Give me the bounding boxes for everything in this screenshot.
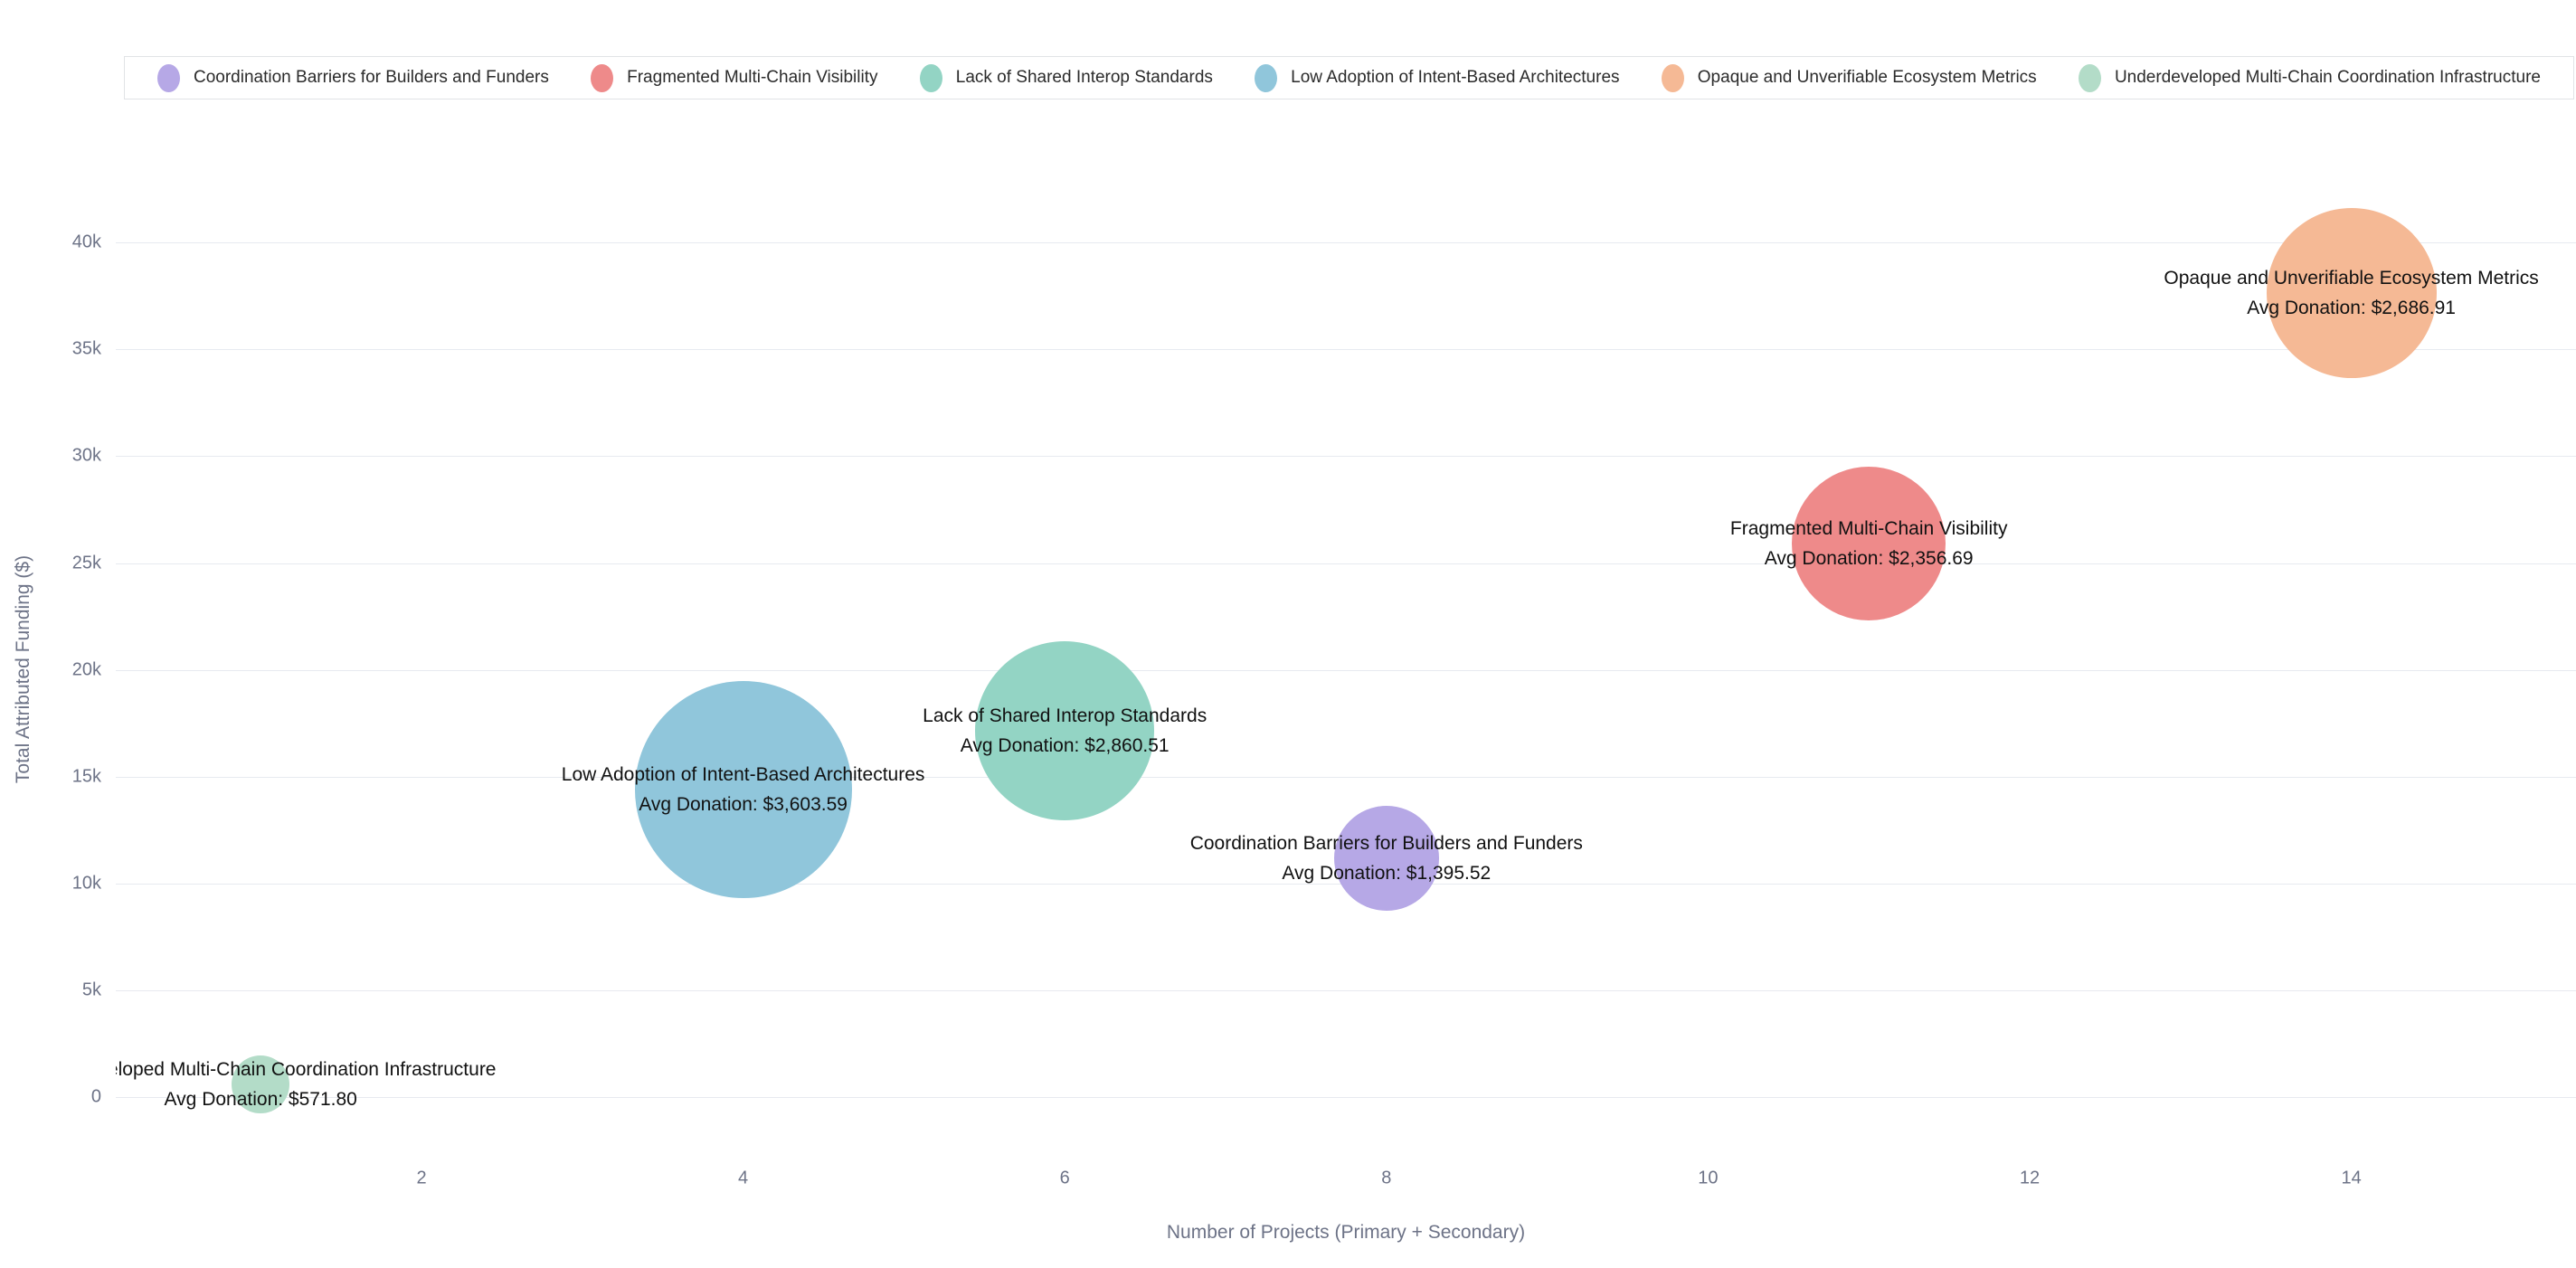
- bubble-label: Lack of Shared Interop Standards Avg Dona…: [923, 701, 1207, 761]
- bubble-label: Low Adoption of Intent-Based Architectur…: [562, 760, 925, 819]
- bubble-label-title: Underdeveloped Multi-Chain Coordination …: [116, 1059, 497, 1081]
- legend-item-label: Low Adoption of Intent-Based Architectur…: [1291, 68, 1620, 87]
- x-tick-label: 14: [2341, 1168, 2362, 1188]
- bubble-label-title: Lack of Shared Interop Standards: [923, 705, 1208, 726]
- bubble[interactable]: [232, 1055, 290, 1114]
- legend-swatch-icon: [1661, 63, 1684, 92]
- gridline: [116, 563, 2576, 564]
- x-tick-label: 8: [1381, 1168, 1392, 1188]
- legend-item[interactable]: Fragmented Multi-Chain Visibility: [591, 63, 878, 92]
- bubble[interactable]: [1333, 806, 1439, 912]
- legend-swatch-icon: [1255, 63, 1278, 92]
- bubble-label-avg-donation: Avg Donation: $2,860.51: [960, 734, 1170, 756]
- bubble-label-title: Low Adoption of Intent-Based Architectur…: [561, 763, 925, 785]
- gridline: [116, 242, 2576, 244]
- y-tick-label: 30k: [71, 445, 101, 466]
- y-tick-label: 10k: [71, 873, 101, 894]
- bubble-label-avg-donation: Avg Donation: $3,603.59: [639, 793, 848, 815]
- bubble-label: Fragmented Multi-Chain Visibility Avg Don…: [1730, 514, 2008, 573]
- bubble-label-avg-donation: Avg Donation: $1,395.52: [1282, 863, 1492, 885]
- legend-item[interactable]: Low Adoption of Intent-Based Architectur…: [1255, 63, 1620, 92]
- bubble-label: Underdeveloped Multi-Chain Coordination …: [116, 1055, 497, 1114]
- gridline: [116, 1097, 2576, 1098]
- bubble-label-title: Fragmented Multi-Chain Visibility: [1729, 517, 2008, 539]
- legend-swatch-icon: [919, 63, 942, 92]
- legend-item[interactable]: Lack of Shared Interop Standards: [919, 63, 1213, 92]
- bubble-label-avg-donation: Avg Donation: $2,356.69: [1764, 547, 1974, 569]
- y-tick-label: 0: [90, 1086, 101, 1107]
- chart-legend: Coordination Barriers for Builders and F…: [124, 56, 2574, 99]
- bubble-label: Opaque and Unverifiable Ecosystem Metric…: [2164, 263, 2538, 323]
- y-tick-label: 35k: [71, 338, 101, 359]
- x-tick-label: 10: [1698, 1168, 1719, 1188]
- bubble-label: Coordination Barriers for Builders and F…: [1190, 828, 1583, 888]
- legend-item-label: Opaque and Unverifiable Ecosystem Metric…: [1697, 68, 2037, 87]
- bubble[interactable]: [975, 640, 1155, 820]
- gridline: [116, 349, 2576, 351]
- y-tick-label: 25k: [71, 553, 101, 572]
- bubble-label-title: Coordination Barriers for Builders and F…: [1189, 833, 1583, 855]
- legend-swatch-icon: [2078, 63, 2101, 92]
- legend-swatch-icon: [157, 63, 180, 92]
- y-tick-label: 20k: [71, 659, 101, 680]
- legend-item-label: Fragmented Multi-Chain Visibility: [627, 68, 878, 87]
- bubble[interactable]: [634, 680, 852, 898]
- legend-item-label: Coordination Barriers for Builders and F…: [194, 68, 549, 87]
- bubble[interactable]: [1792, 466, 1946, 620]
- x-tick-label: 6: [1059, 1168, 1070, 1188]
- y-tick-label: 40k: [71, 232, 101, 252]
- legend-item[interactable]: Underdeveloped Multi-Chain Coordination …: [2078, 63, 2541, 92]
- y-tick-label: 5k: [81, 979, 101, 1000]
- bubble-label-avg-donation: Avg Donation: $2,686.91: [2247, 298, 2456, 319]
- gridline: [116, 669, 2576, 671]
- y-tick-label: 15k: [71, 766, 101, 787]
- legend-item[interactable]: Opaque and Unverifiable Ecosystem Metric…: [1661, 63, 2037, 92]
- x-tick-label: 4: [738, 1168, 749, 1188]
- legend-item[interactable]: Coordination Barriers for Builders and F…: [157, 63, 549, 92]
- x-axis-title: Number of Projects (Primary + Secondary): [1166, 1222, 1526, 1243]
- x-tick-label: 12: [2019, 1168, 2041, 1188]
- gridline: [116, 776, 2576, 778]
- gridline: [116, 989, 2576, 991]
- legend-swatch-icon: [591, 63, 614, 92]
- x-tick-label: 2: [416, 1168, 427, 1188]
- bubble-label-avg-donation: Avg Donation: $571.80: [164, 1089, 357, 1111]
- legend-item-label: Lack of Shared Interop Standards: [955, 68, 1213, 87]
- gridline: [116, 456, 2576, 458]
- bubble[interactable]: [2266, 208, 2437, 379]
- legend-item-label: Underdeveloped Multi-Chain Coordination …: [2114, 68, 2541, 87]
- bubble-label-title: Opaque and Unverifiable Ecosystem Metric…: [2164, 268, 2539, 289]
- plot-area: Coordination Barriers for Builders and F…: [116, 109, 2576, 1140]
